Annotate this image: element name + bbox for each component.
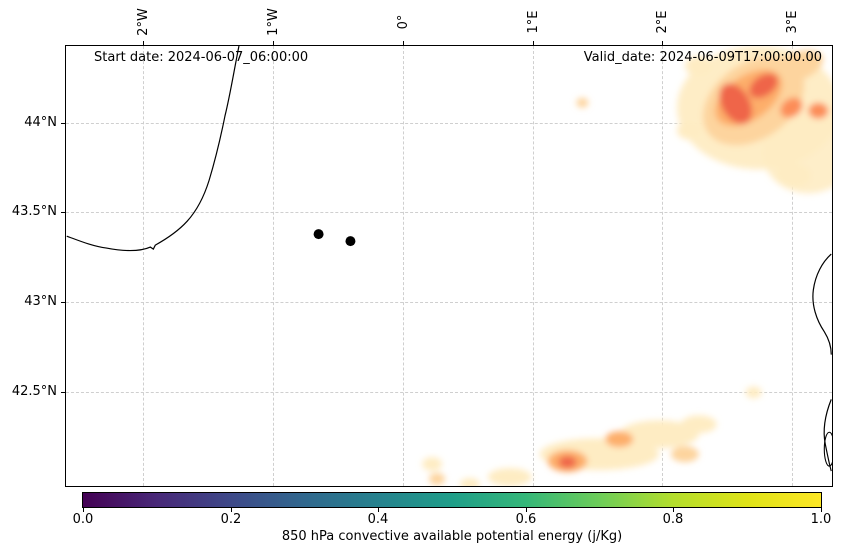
- lat-tick-mark: [61, 302, 65, 303]
- point-marker-2: [345, 236, 356, 247]
- colorbar-gradient: [82, 492, 822, 508]
- lat-tick-mark: [61, 123, 65, 124]
- lon-tick-text: 1°E: [525, 10, 541, 34]
- gridline-vertical: [403, 46, 404, 486]
- lon-tick-mark: [792, 41, 793, 45]
- cape-shading-south: [422, 386, 762, 486]
- start-date-label: Start date: 2024-06-07_06:00:00: [94, 50, 309, 65]
- coastline-mediterranean-upper: [812, 253, 832, 355]
- gridline-horizontal: [66, 302, 832, 303]
- colorbar-tick-mark: [378, 508, 379, 512]
- gridline-vertical: [143, 46, 144, 486]
- lon-tick-text: 2°E: [654, 10, 670, 34]
- lat-tick-label-44n: 44°N: [24, 115, 57, 130]
- gridline-horizontal: [66, 392, 832, 393]
- lat-tick-label-43-5n: 43.5°N: [11, 204, 57, 219]
- map-graphics: [66, 46, 832, 486]
- gridline-vertical: [533, 46, 534, 486]
- lon-tick-text: 3°E: [784, 10, 800, 34]
- lon-tick-mark: [662, 41, 663, 45]
- lon-tick-label-1w: 1°W: [254, 3, 292, 41]
- lon-tick-label-1e: 1°E: [514, 3, 552, 41]
- colorbar-caption: 850 hPa convective available potential e…: [281, 529, 623, 544]
- lon-tick-text: 1°W: [265, 8, 281, 36]
- colorbar-tick-mark: [821, 508, 822, 512]
- colorbar-tick-mark: [673, 508, 674, 512]
- colorbar-tick-label: 0.0: [72, 512, 94, 527]
- lon-tick-mark: [403, 41, 404, 45]
- point-marker-1: [313, 229, 324, 240]
- colorbar-tick-label: 0.2: [220, 512, 242, 527]
- lat-tick-label-43n: 43°N: [24, 294, 57, 309]
- lat-tick-mark: [61, 212, 65, 213]
- coastline-atlantic: [66, 46, 240, 252]
- lat-tick-label-42-5n: 42.5°N: [11, 384, 57, 399]
- gridline-horizontal: [66, 123, 832, 124]
- lon-tick-text: 2°W: [135, 8, 151, 36]
- map-plot-area: Start date: 2024-06-07_06:00:00 Valid_da…: [65, 45, 833, 487]
- colorbar-tick-mark: [83, 508, 84, 512]
- colorbar-tick-label: 1.0: [810, 512, 832, 527]
- colorbar-tick-label: 0.6: [515, 512, 537, 527]
- coastline-mediterranean-lower: [823, 399, 832, 472]
- lon-tick-mark: [273, 41, 274, 45]
- lon-tick-label-2e: 2°E: [643, 3, 681, 41]
- valid-date-label: Valid_date: 2024-06-09T17:00:00.00: [583, 50, 822, 65]
- lon-tick-text: 0°: [395, 14, 411, 30]
- coastline-lagoon: [823, 431, 832, 467]
- cape-shading-northeast: [576, 46, 832, 194]
- gridline-vertical: [662, 46, 663, 486]
- colorbar-tick-label: 0.4: [367, 512, 389, 527]
- colorbar-tick-mark: [526, 508, 527, 512]
- gridline-vertical: [273, 46, 274, 486]
- colorbar-tick-label: 0.8: [662, 512, 684, 527]
- colorbar-tick-mark: [231, 508, 232, 512]
- lon-tick-label-3e: 3°E: [773, 3, 811, 41]
- lat-tick-mark: [61, 392, 65, 393]
- lon-tick-label-0: 0°: [384, 3, 422, 41]
- gridline-horizontal: [66, 212, 832, 213]
- lon-tick-mark: [143, 41, 144, 45]
- lon-tick-mark: [533, 41, 534, 45]
- gridline-vertical: [792, 46, 793, 486]
- lon-tick-label-2w: 2°W: [124, 3, 162, 41]
